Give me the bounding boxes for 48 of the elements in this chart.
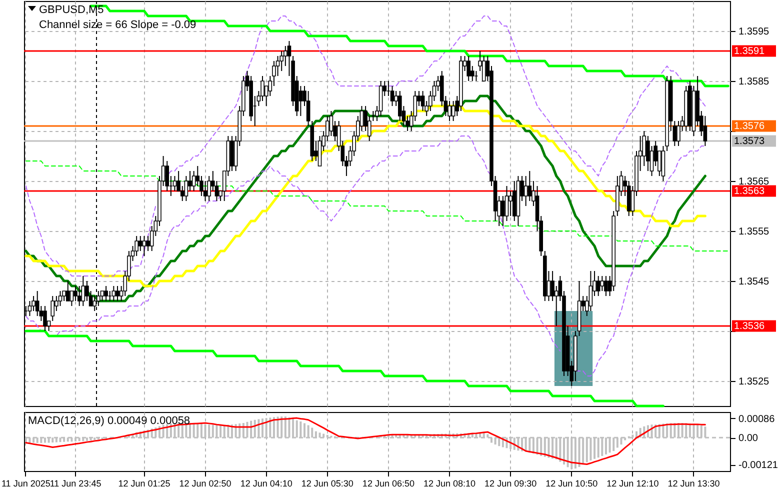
ref-line-label: 1.3563 <box>734 186 766 197</box>
y-tick-label: 1.3525 <box>738 376 770 388</box>
x-tick-label: 12 Jun 09:30 <box>484 478 537 488</box>
x-tick-label: 12 Jun 12:10 <box>606 478 659 488</box>
x-tick-label: 11 Jun 2025 <box>1 478 50 488</box>
y-tick-label: 0.00086 <box>738 414 776 425</box>
line-series <box>24 330 664 408</box>
ref-line-label: 1.3591 <box>734 46 766 57</box>
candlestick <box>524 176 528 206</box>
x-tick-label: 12 Jun 06:50 <box>362 478 414 488</box>
x-tick-label: 12 Jun 05:30 <box>301 478 354 488</box>
x-tick-label: 12 Jun 02:50 <box>179 478 232 488</box>
candlestick <box>66 280 70 302</box>
y-tick-label: 1.3545 <box>738 276 770 288</box>
candlestick <box>81 276 86 306</box>
candlestick <box>600 276 604 292</box>
chart-title: GBPUSD,M5 <box>39 4 104 16</box>
candlestick <box>138 236 142 252</box>
candlestick <box>77 286 82 306</box>
candlestick <box>501 196 505 226</box>
candlestick <box>604 276 608 296</box>
ref-line-label: 1.3573 <box>734 136 766 147</box>
x-tick-label: 12 Jun 08:10 <box>423 478 476 488</box>
y-tick-label: 1.3585 <box>738 76 770 88</box>
chart-title: MACD(12,26,9) 0.00049 0.00058 <box>28 415 190 427</box>
y-tick-label: 1.3555 <box>738 226 770 238</box>
candlestick <box>508 190 512 216</box>
x-tick-label: 11 Jun 23:45 <box>50 478 102 488</box>
candlestick <box>112 286 116 302</box>
candlestick <box>43 306 47 332</box>
candlestick <box>104 286 108 302</box>
candlestick <box>142 236 146 256</box>
y-tick-label: 0.00 <box>738 433 758 444</box>
x-tick-label: 12 Jun 01:25 <box>118 478 170 488</box>
candlestick <box>466 56 470 82</box>
line-series <box>25 160 729 252</box>
y-tick-label: 1.3565 <box>738 176 770 188</box>
candlestick <box>116 286 120 302</box>
candlestick <box>596 276 600 296</box>
y-tick-label: 1.3595 <box>738 26 770 38</box>
line-series <box>25 417 706 466</box>
ref-line-label: 1.3536 <box>734 321 766 332</box>
text: Channel size = 66 Slope = -0.09 <box>39 19 196 31</box>
x-tick-label: 12 Jun 04:10 <box>240 478 292 488</box>
x-tick-label: 12 Jun 13:30 <box>668 478 720 488</box>
ref-line-label: 1.3576 <box>734 121 766 132</box>
x-tick-label: 12 Jun 10:50 <box>546 478 598 488</box>
y-tick-label: -0.00121 <box>738 460 778 472</box>
